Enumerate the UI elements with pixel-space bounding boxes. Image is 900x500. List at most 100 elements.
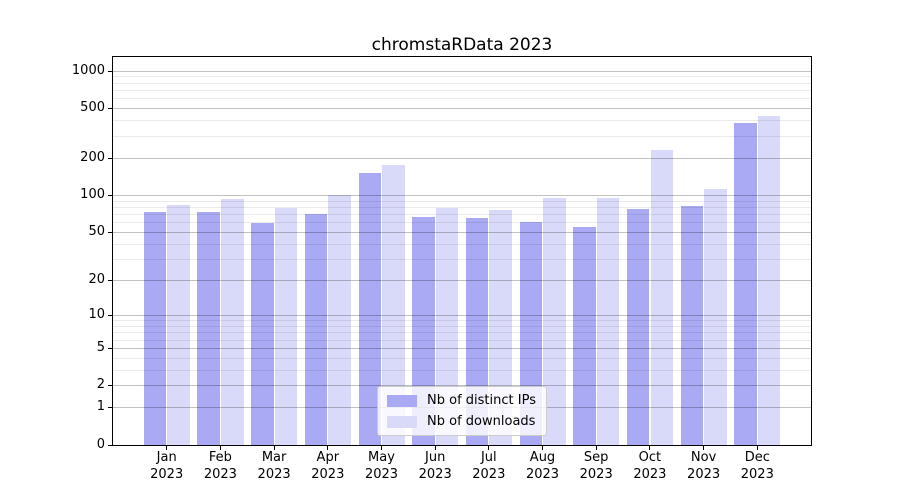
x-tick-year: 2023 — [687, 466, 721, 482]
minor-gridline — [113, 243, 811, 245]
minor-gridline — [113, 82, 811, 84]
x-tick-month: Feb — [208, 450, 232, 465]
x-tick-month: Apr — [316, 450, 340, 465]
x-tick-label-apr: Apr 2023 — [296, 450, 360, 483]
bar-downloads-dec — [757, 116, 781, 445]
y-tick-label: 200 — [80, 149, 105, 165]
major-gridline — [113, 194, 811, 196]
x-tick-month: Sep — [583, 450, 609, 465]
bar-distinct-ips-dec — [734, 122, 757, 445]
bar-downloads-mar — [274, 208, 298, 445]
x-tick-mark — [756, 446, 758, 450]
x-tick-month: Aug — [529, 450, 556, 465]
minor-gridline — [113, 339, 811, 341]
minor-gridline — [113, 357, 811, 359]
y-tick-label: 20 — [88, 272, 105, 287]
minor-gridline — [113, 76, 811, 78]
x-tick-year: 2023 — [740, 466, 774, 482]
major-gridline — [113, 315, 811, 316]
x-tick-mark — [595, 446, 597, 450]
y-tick-mark — [108, 108, 112, 109]
bar-distinct-ips-apr — [304, 213, 328, 445]
x-tick-label-aug: Aug 2023 — [511, 450, 575, 483]
minor-gridlines-layer — [113, 57, 811, 445]
bar-distinct-ips-nov — [680, 205, 704, 445]
y-tick-mark — [108, 407, 112, 409]
bar-downloads-may — [382, 164, 405, 445]
minor-gridline — [113, 200, 811, 202]
bar-distinct-ips-sep — [573, 226, 596, 445]
x-tick-mark — [219, 446, 221, 450]
minor-gridline — [113, 98, 811, 100]
legend-entry-downloads: Nb of downloads — [387, 414, 536, 429]
x-tick-month: Nov — [690, 450, 717, 465]
y-tick-mark — [108, 70, 112, 72]
x-tick-year: 2023 — [633, 466, 667, 482]
y-tick-mark — [108, 445, 112, 446]
legend-label-downloads: Nb of downloads — [427, 414, 536, 429]
x-tick-mark — [434, 446, 436, 450]
y-tick-label: 2 — [96, 377, 105, 393]
bar-downloads-sep — [596, 198, 620, 445]
y-tick-mark — [108, 157, 112, 159]
minor-gridline — [113, 89, 811, 91]
x-tick-mark — [542, 446, 543, 450]
bar-distinct-ips-oct — [626, 208, 650, 445]
bar-distinct-ips-mar — [251, 223, 274, 445]
y-tick-mark — [108, 315, 112, 316]
x-tick-label-may: May 2023 — [350, 450, 414, 483]
y-tick-label: 1000 — [71, 62, 105, 78]
y-tick-mark — [108, 280, 112, 281]
y-tick-mark — [108, 194, 112, 196]
x-tick-label-jun: Jun 2023 — [403, 450, 467, 483]
x-tick-mark — [649, 446, 651, 450]
y-tick-mark — [108, 347, 112, 349]
minor-gridline — [113, 206, 811, 208]
x-tick-year: 2023 — [150, 466, 184, 482]
bar-downloads-apr — [328, 194, 351, 445]
minor-gridline — [113, 320, 811, 322]
major-gridline — [113, 280, 811, 281]
y-tick-mark — [108, 385, 112, 387]
x-tick-year: 2023 — [203, 466, 237, 482]
bar-distinct-ips-feb — [197, 211, 220, 445]
bar-distinct-ips-may — [358, 173, 382, 445]
y-tick-label: 5 — [96, 339, 105, 355]
major-gridline — [113, 108, 811, 109]
x-tick-month: May — [368, 450, 395, 465]
x-tick-year: 2023 — [472, 466, 506, 482]
x-tick-month: Dec — [744, 450, 770, 465]
minor-gridline — [113, 213, 811, 215]
major-gridline — [113, 231, 811, 233]
bar-downloads-feb — [221, 199, 244, 445]
chart-title: chromstaRData 2023 — [371, 35, 553, 55]
major-gridline — [113, 70, 811, 72]
x-tick-year: 2023 — [257, 466, 291, 482]
x-tick-year: 2023 — [418, 466, 452, 482]
x-tick-mark — [488, 446, 490, 450]
x-tick-year: 2023 — [364, 466, 399, 482]
x-tick-label-dec: Dec 2023 — [725, 450, 789, 483]
x-tick-month: Oct — [638, 450, 662, 465]
y-tick-mark — [108, 231, 112, 233]
x-tick-year: 2023 — [311, 466, 345, 482]
legend-entry-distinct-ips: Nb of distinct IPs — [387, 393, 536, 408]
y-tick-label: 100 — [80, 186, 105, 202]
major-gridline — [113, 347, 811, 349]
x-tick-label-jan: Jan 2023 — [135, 450, 199, 483]
minor-gridline — [113, 258, 811, 260]
legend-swatch-distinct-ips — [387, 394, 418, 407]
bar-downloads-jun — [435, 207, 459, 445]
y-tick-label: 1 — [96, 399, 105, 415]
x-tick-label-sep: Sep 2023 — [564, 450, 628, 483]
x-tick-month: Mar — [261, 450, 287, 465]
x-tick-year: 2023 — [525, 466, 560, 482]
minor-gridline — [113, 332, 811, 334]
x-tick-mark — [381, 446, 382, 450]
x-tick-label-mar: Mar 2023 — [242, 450, 306, 483]
major-gridline — [113, 157, 811, 159]
bar-downloads-aug — [543, 197, 566, 445]
legend-label-distinct-ips: Nb of distinct IPs — [427, 393, 536, 408]
x-tick-mark — [166, 446, 168, 450]
